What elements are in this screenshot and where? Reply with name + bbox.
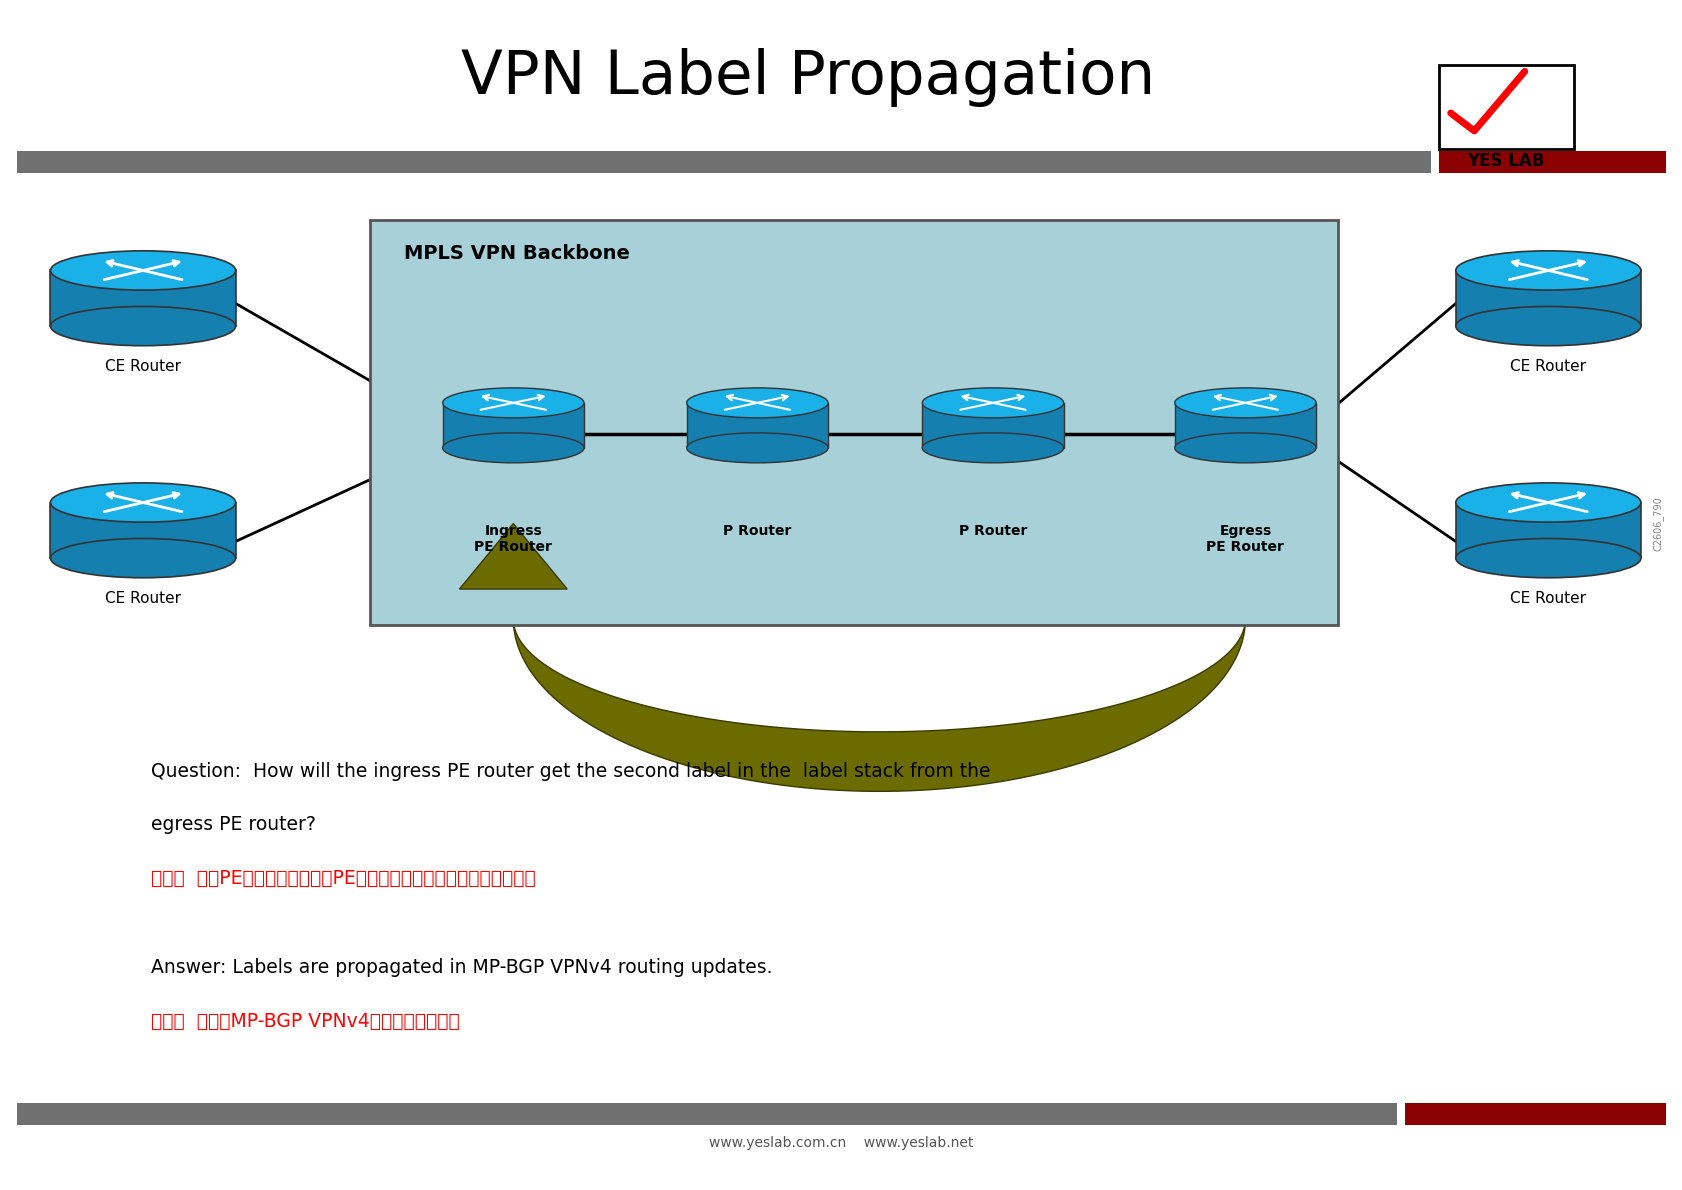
Polygon shape bbox=[459, 524, 567, 589]
Text: Question:  How will the ingress PE router get the second label in the  label sta: Question: How will the ingress PE router… bbox=[151, 762, 991, 781]
Text: egress PE router?: egress PE router? bbox=[151, 815, 316, 834]
Ellipse shape bbox=[1455, 539, 1640, 578]
Ellipse shape bbox=[442, 433, 584, 463]
Text: VPN Label Propagation: VPN Label Propagation bbox=[461, 48, 1154, 107]
PathPatch shape bbox=[513, 619, 1245, 791]
Text: Ingress
PE Router: Ingress PE Router bbox=[474, 524, 552, 553]
Text: 答案：  标签在MP-BGP VPNv4路由更新中传播。: 答案： 标签在MP-BGP VPNv4路由更新中传播。 bbox=[151, 1012, 459, 1031]
Text: P Router: P Router bbox=[723, 524, 791, 538]
Text: C2606_790: C2606_790 bbox=[1652, 496, 1662, 551]
Polygon shape bbox=[50, 502, 235, 558]
FancyBboxPatch shape bbox=[1438, 65, 1573, 149]
Ellipse shape bbox=[50, 539, 235, 578]
Bar bbox=[1438, 151, 1665, 173]
Ellipse shape bbox=[1455, 307, 1640, 346]
Polygon shape bbox=[442, 403, 584, 447]
Ellipse shape bbox=[50, 307, 235, 346]
Polygon shape bbox=[50, 270, 235, 326]
Text: YES LAB: YES LAB bbox=[1467, 152, 1544, 170]
Polygon shape bbox=[922, 403, 1063, 447]
Ellipse shape bbox=[1174, 388, 1315, 418]
Ellipse shape bbox=[686, 433, 828, 463]
Ellipse shape bbox=[1455, 483, 1640, 522]
Text: Egress
PE Router: Egress PE Router bbox=[1206, 524, 1283, 553]
Ellipse shape bbox=[1174, 433, 1315, 463]
Ellipse shape bbox=[922, 433, 1063, 463]
Text: CE Router: CE Router bbox=[104, 359, 182, 374]
Text: Answer: Labels are propagated in MP-BGP VPNv4 routing updates.: Answer: Labels are propagated in MP-BGP … bbox=[151, 958, 772, 977]
Text: www.yeslab.com.cn    www.yeslab.net: www.yeslab.com.cn www.yeslab.net bbox=[708, 1136, 974, 1151]
Ellipse shape bbox=[922, 388, 1063, 418]
Text: 问题：  入口PE路由器如何从出口PE路由器获取标签栈中的第二个标签？: 问题： 入口PE路由器如何从出口PE路由器获取标签栈中的第二个标签？ bbox=[151, 869, 537, 888]
Text: P Router: P Router bbox=[959, 524, 1026, 538]
Text: CE Router: CE Router bbox=[104, 591, 182, 606]
Ellipse shape bbox=[50, 483, 235, 522]
Polygon shape bbox=[1455, 270, 1640, 326]
Text: CE Router: CE Router bbox=[1509, 359, 1586, 374]
Bar bbox=[17, 151, 1430, 173]
Ellipse shape bbox=[1455, 251, 1640, 290]
Text: MPLS VPN Backbone: MPLS VPN Backbone bbox=[404, 244, 629, 263]
Polygon shape bbox=[1455, 502, 1640, 558]
Bar bbox=[17, 1103, 1396, 1125]
Ellipse shape bbox=[686, 388, 828, 418]
Ellipse shape bbox=[50, 251, 235, 290]
Ellipse shape bbox=[442, 388, 584, 418]
Bar bbox=[1404, 1103, 1665, 1125]
FancyBboxPatch shape bbox=[370, 220, 1337, 625]
Polygon shape bbox=[1174, 403, 1315, 447]
Text: CE Router: CE Router bbox=[1509, 591, 1586, 606]
Polygon shape bbox=[686, 403, 828, 447]
